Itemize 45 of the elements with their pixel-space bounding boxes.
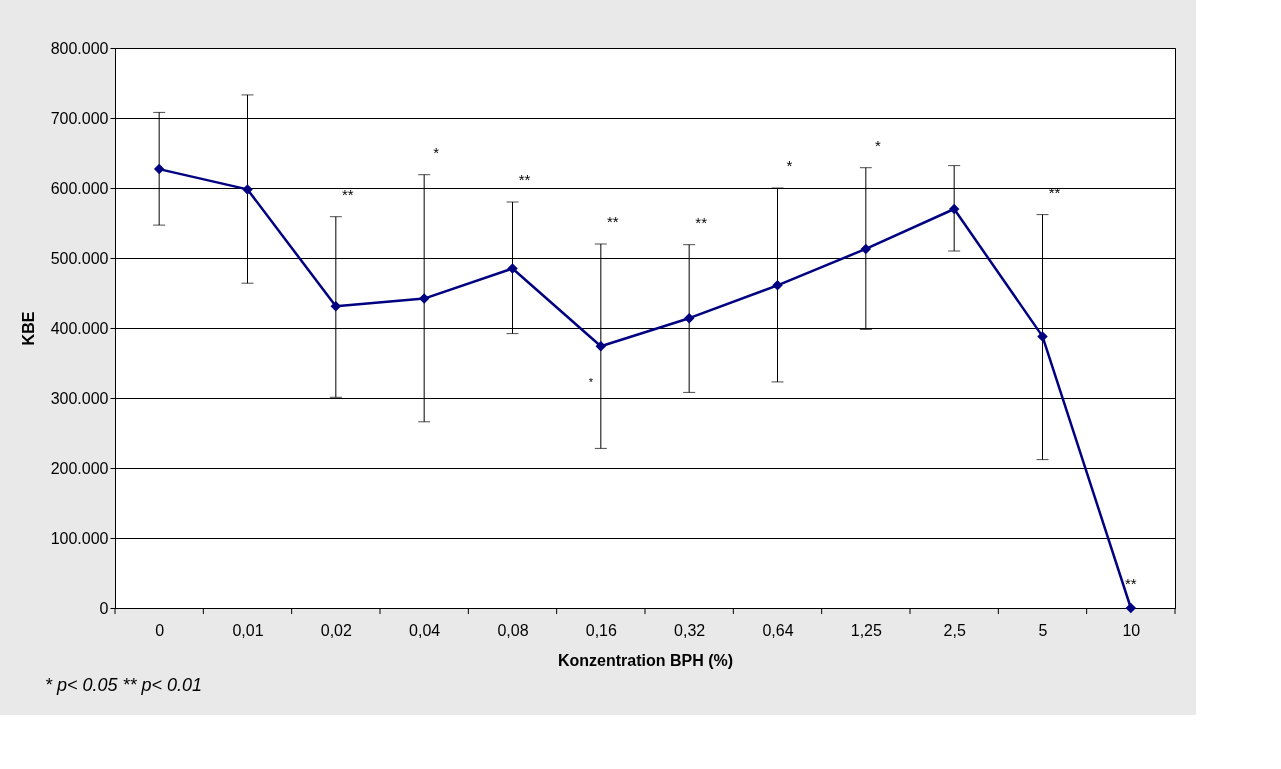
y-tick-label: 800.000 [50,39,109,57]
x-axis-title: Konzentration BPH (%) [557,651,734,669]
x-tick-label: 0 [155,621,165,639]
annotation: * [433,143,440,161]
x-tick-label: 0,16 [585,621,618,639]
point [860,243,872,255]
y-tick-label: 600.000 [50,179,109,197]
point [1037,331,1048,342]
x-tick-label: 0,02 [320,621,353,639]
y-tick-label: 200.000 [50,459,109,477]
x-tick-label: 0,04 [409,621,441,639]
annotation: ** [341,185,354,203]
point [507,263,518,274]
x-tick-label: 1,25 [850,621,883,639]
x-tick-label: 0,32 [674,621,706,639]
y-tick-label: 500.000 [50,249,109,267]
x-tick-label: 2,5 [943,621,966,639]
point [772,280,783,291]
point [242,184,253,195]
y-tick-label: 300.000 [50,389,109,407]
annotation: ** [695,213,708,231]
point [595,340,607,352]
annotation: * [874,136,881,154]
x-tick-label: 0,08 [497,621,529,639]
annotation: ** [606,213,619,230]
point [683,312,695,324]
y-tick-label: 0 [99,599,109,617]
x-tick-label: 0,64 [762,621,794,639]
y-axis-title: KBE [19,311,37,346]
annotation: * [588,375,594,388]
annotation: ** [518,171,531,188]
point [418,293,430,304]
point [153,163,165,175]
annotation: ** [1124,575,1137,592]
x-tick-label: 5 [1038,621,1048,639]
x-tick-label: 0,01 [232,621,264,639]
point [330,301,342,312]
point [948,203,960,215]
y-tick-label: 400.000 [50,319,109,337]
point [1125,602,1137,614]
y-tick-label: 100.000 [50,529,109,547]
annotation: * [786,157,793,174]
x-tick-label: 10 [1122,621,1141,639]
y-tick-label: 700.000 [50,109,109,127]
text: * p< 0.05 ** p< 0.01 [45,675,203,695]
